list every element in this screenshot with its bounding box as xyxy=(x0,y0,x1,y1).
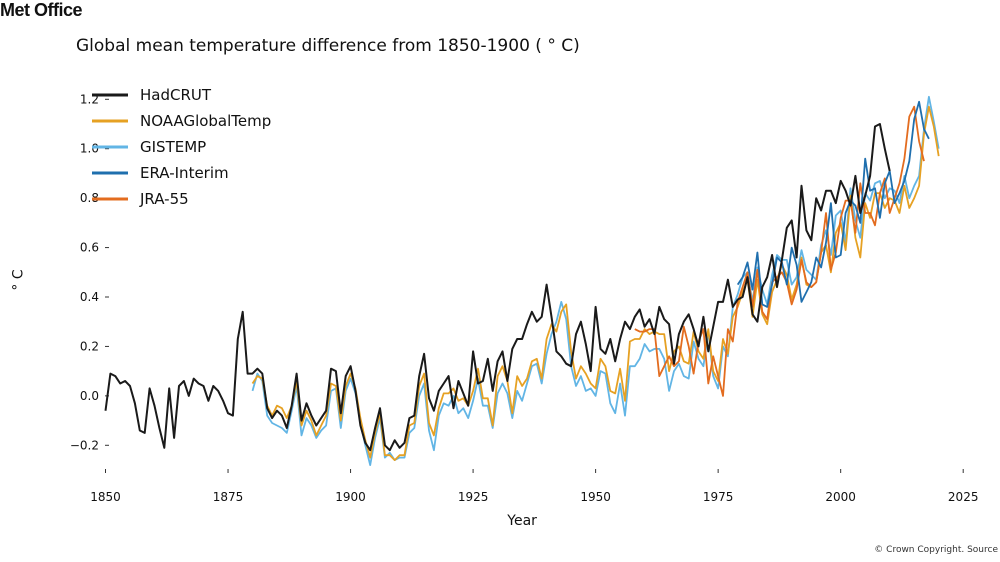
legend-label: NOAAGlobalTemp xyxy=(140,112,271,130)
x-tick-label: 1975 xyxy=(703,490,734,504)
x-tick-label: 1925 xyxy=(458,490,489,504)
x-tick-label: 1900 xyxy=(335,490,366,504)
series-line-noaaglobaltemp xyxy=(251,105,940,462)
y-tick-label: 0.8 xyxy=(80,191,99,205)
y-tick-label: 0.4 xyxy=(80,290,99,304)
x-tick-label: 2025 xyxy=(948,490,979,504)
legend-label: GISTEMP xyxy=(140,138,206,156)
x-tick-label: 1950 xyxy=(580,490,611,504)
y-tick-label: 1.0 xyxy=(80,142,99,156)
legend-label: HadCRUT xyxy=(140,86,212,104)
y-tick-label: 0.0 xyxy=(80,389,99,403)
legend-label: ERA-Interim xyxy=(140,164,229,182)
x-axis-label: Year xyxy=(506,513,537,529)
copyright-credit: © Crown Copyright. Source xyxy=(874,545,998,555)
legend-label: JRA-55 xyxy=(139,190,189,208)
y-tick-label: 0.2 xyxy=(80,339,99,353)
x-tick-label: 1875 xyxy=(213,490,244,504)
series-line-gistemp xyxy=(251,95,940,467)
x-tick-label: 1850 xyxy=(90,490,121,504)
y-tick-label: 0.6 xyxy=(80,241,99,255)
series-line-era-interim xyxy=(736,100,930,308)
met-office-logo: Met Office xyxy=(0,0,83,20)
y-tick-label: −0.2 xyxy=(70,438,99,452)
series-line-hadcrut xyxy=(104,123,891,452)
series-line-jra-55 xyxy=(634,105,925,397)
chart-title: Global mean temperature difference from … xyxy=(76,36,580,56)
x-tick-label: 2000 xyxy=(825,490,856,504)
